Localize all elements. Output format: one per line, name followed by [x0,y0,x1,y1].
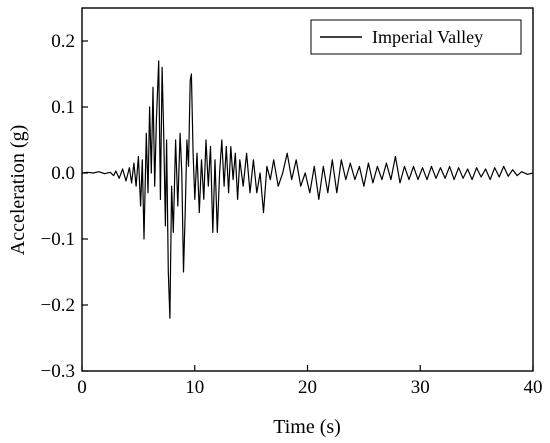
y-axis-label: Acceleration (g) [7,125,29,255]
plot-frame [81,7,534,372]
legend: Imperial Valley [310,19,522,55]
y-tick-label: −0.2 [41,295,75,316]
x-tick-label: 30 [411,377,430,398]
y-tick-label: −0.3 [41,361,75,382]
x-tick-label: 0 [77,377,87,398]
y-tick-label: 0.2 [51,31,75,52]
x-tick-label: 20 [298,377,317,398]
y-tick-label: 0.0 [51,163,75,184]
legend-label: Imperial Valley [372,27,483,47]
y-tick-label: −0.1 [41,229,75,250]
x-tick-label: 40 [524,377,543,398]
x-axis: 0 10 20 30 40 [77,365,543,398]
x-axis-label: Time (s) [273,416,341,438]
series-line-imperial-valley [81,60,534,319]
y-tick-label: 0.1 [51,97,75,118]
x-tick-label: 10 [185,377,204,398]
y-axis: −0.3 −0.2 −0.1 0.0 0.1 0.2 [41,31,88,382]
